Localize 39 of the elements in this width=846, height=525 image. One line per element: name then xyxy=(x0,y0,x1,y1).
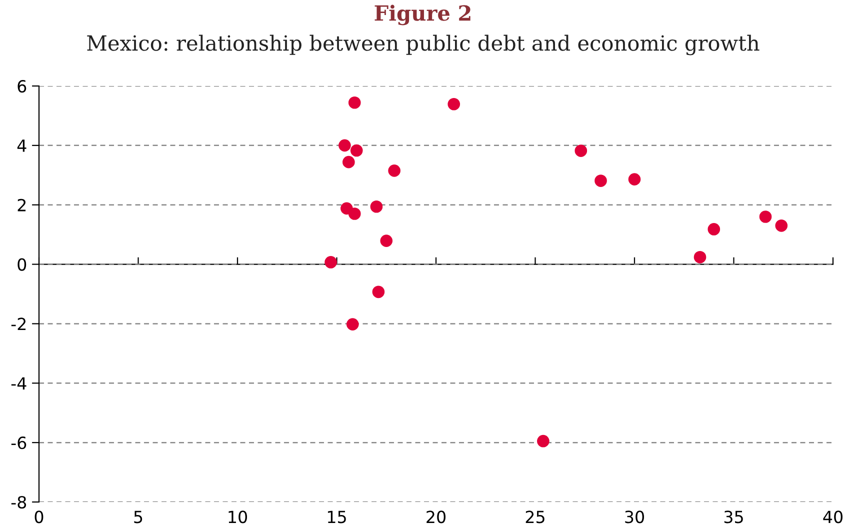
chart-subtitle: Mexico: relationship between public debt and economic growth xyxy=(87,34,760,56)
x-tick-label: 25 xyxy=(526,510,544,524)
y-tick-label: 2 xyxy=(18,198,26,212)
x-tick-label: 0 xyxy=(34,510,44,524)
point xyxy=(574,144,588,157)
point xyxy=(380,234,393,247)
x-tick-label: 10 xyxy=(228,510,247,524)
point xyxy=(372,286,385,298)
y-tick-label: -4 xyxy=(11,377,26,390)
x-tick-label: 15 xyxy=(328,510,346,524)
point xyxy=(350,144,363,157)
x-tick-label: 5 xyxy=(134,510,142,524)
point xyxy=(388,164,400,177)
y-tick-label: 6 xyxy=(18,80,26,93)
x-tick-label: 40 xyxy=(823,510,842,524)
point xyxy=(537,434,550,448)
point xyxy=(708,223,720,236)
point xyxy=(594,174,607,187)
point xyxy=(342,156,355,168)
point xyxy=(348,208,361,220)
y-tick-label: 0 xyxy=(18,258,26,271)
point xyxy=(628,173,641,186)
point xyxy=(324,256,337,268)
y-tick-label: -6 xyxy=(11,436,26,450)
y-tick-label: 4 xyxy=(17,140,26,152)
point xyxy=(448,98,460,110)
x-tick-label: 30 xyxy=(625,510,644,524)
chart-title: Figure 2 xyxy=(374,4,470,26)
x-tick-label: 20 xyxy=(426,510,446,524)
point xyxy=(370,200,383,213)
y-tick-label: -8 xyxy=(11,496,26,509)
point xyxy=(775,219,788,232)
point xyxy=(348,96,361,109)
point xyxy=(694,250,706,264)
point xyxy=(346,318,359,330)
point xyxy=(338,139,351,152)
y-tick-label: -2 xyxy=(11,318,26,330)
point xyxy=(759,210,772,223)
x-tick-label: 35 xyxy=(724,510,743,524)
